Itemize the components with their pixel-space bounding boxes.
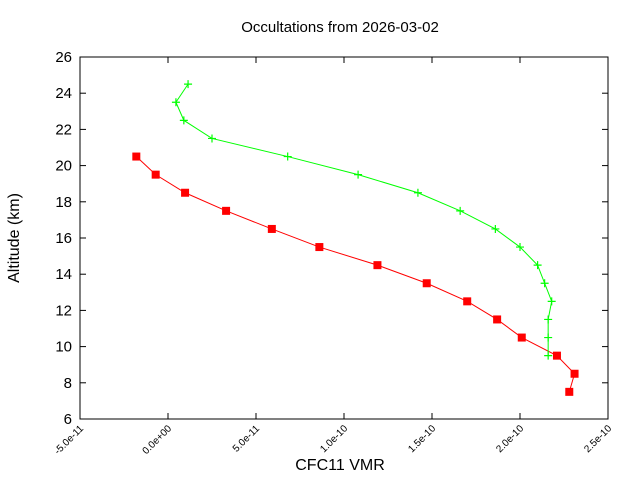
y-tick-label: 20 <box>55 158 72 175</box>
data-point <box>208 134 216 143</box>
y-tick-label: 16 <box>55 230 72 247</box>
y-tick-label: 10 <box>55 339 72 356</box>
x-axis-label: CFC11 VMR <box>295 457 385 474</box>
data-point <box>184 80 193 89</box>
data-point <box>422 279 431 288</box>
x-tick-label: 1.5e-10 <box>406 423 438 455</box>
x-tick-label: 0.0e+00 <box>141 423 175 457</box>
data-point <box>283 152 292 161</box>
data-point <box>354 170 363 179</box>
data-point <box>544 315 553 324</box>
data-point <box>570 369 579 378</box>
series-line-1 <box>175 83 553 356</box>
data-point <box>456 206 465 215</box>
y-tick-label: 24 <box>55 85 72 102</box>
data-point <box>533 261 542 270</box>
data-point <box>132 152 141 161</box>
data-point <box>517 333 526 342</box>
data-point <box>315 243 324 252</box>
chart-title: Occultations from 2026-03-02 <box>241 19 439 36</box>
data-point <box>171 98 180 107</box>
plot-area <box>79 56 609 420</box>
data-point <box>267 224 276 233</box>
y-tick-label: 12 <box>55 302 72 319</box>
data-point <box>552 351 561 360</box>
y-tick-label: 18 <box>55 194 72 211</box>
x-tick-label: 1.0e-10 <box>318 423 350 455</box>
x-tick-label: 2.5e-10 <box>582 423 614 455</box>
y-axis-label: Altitude (km) <box>6 193 23 283</box>
series-line-0 <box>135 156 576 392</box>
y-tick-label: 8 <box>64 375 72 392</box>
y-tick-label: 22 <box>55 121 72 138</box>
x-tick-label: 5.0e-11 <box>231 423 263 455</box>
data-point <box>151 170 160 179</box>
data-point <box>413 188 422 197</box>
x-tick-label: 2.0e-10 <box>494 423 526 455</box>
data-point <box>373 261 382 270</box>
data-point <box>544 351 553 360</box>
data-point <box>491 224 500 233</box>
y-tick-label: 26 <box>55 49 72 66</box>
data-point <box>565 387 574 396</box>
y-tick-label: 14 <box>55 266 72 283</box>
x-tick-label: -5.0e-11 <box>53 423 87 457</box>
data-point <box>463 297 472 306</box>
data-point <box>516 243 524 252</box>
data-point <box>179 116 188 125</box>
data-point <box>493 315 502 324</box>
data-point <box>181 188 190 197</box>
data-point <box>222 206 231 215</box>
data-point <box>547 297 556 306</box>
data-point <box>540 279 549 288</box>
data-point <box>544 333 553 342</box>
y-tick-label: 6 <box>64 411 72 428</box>
